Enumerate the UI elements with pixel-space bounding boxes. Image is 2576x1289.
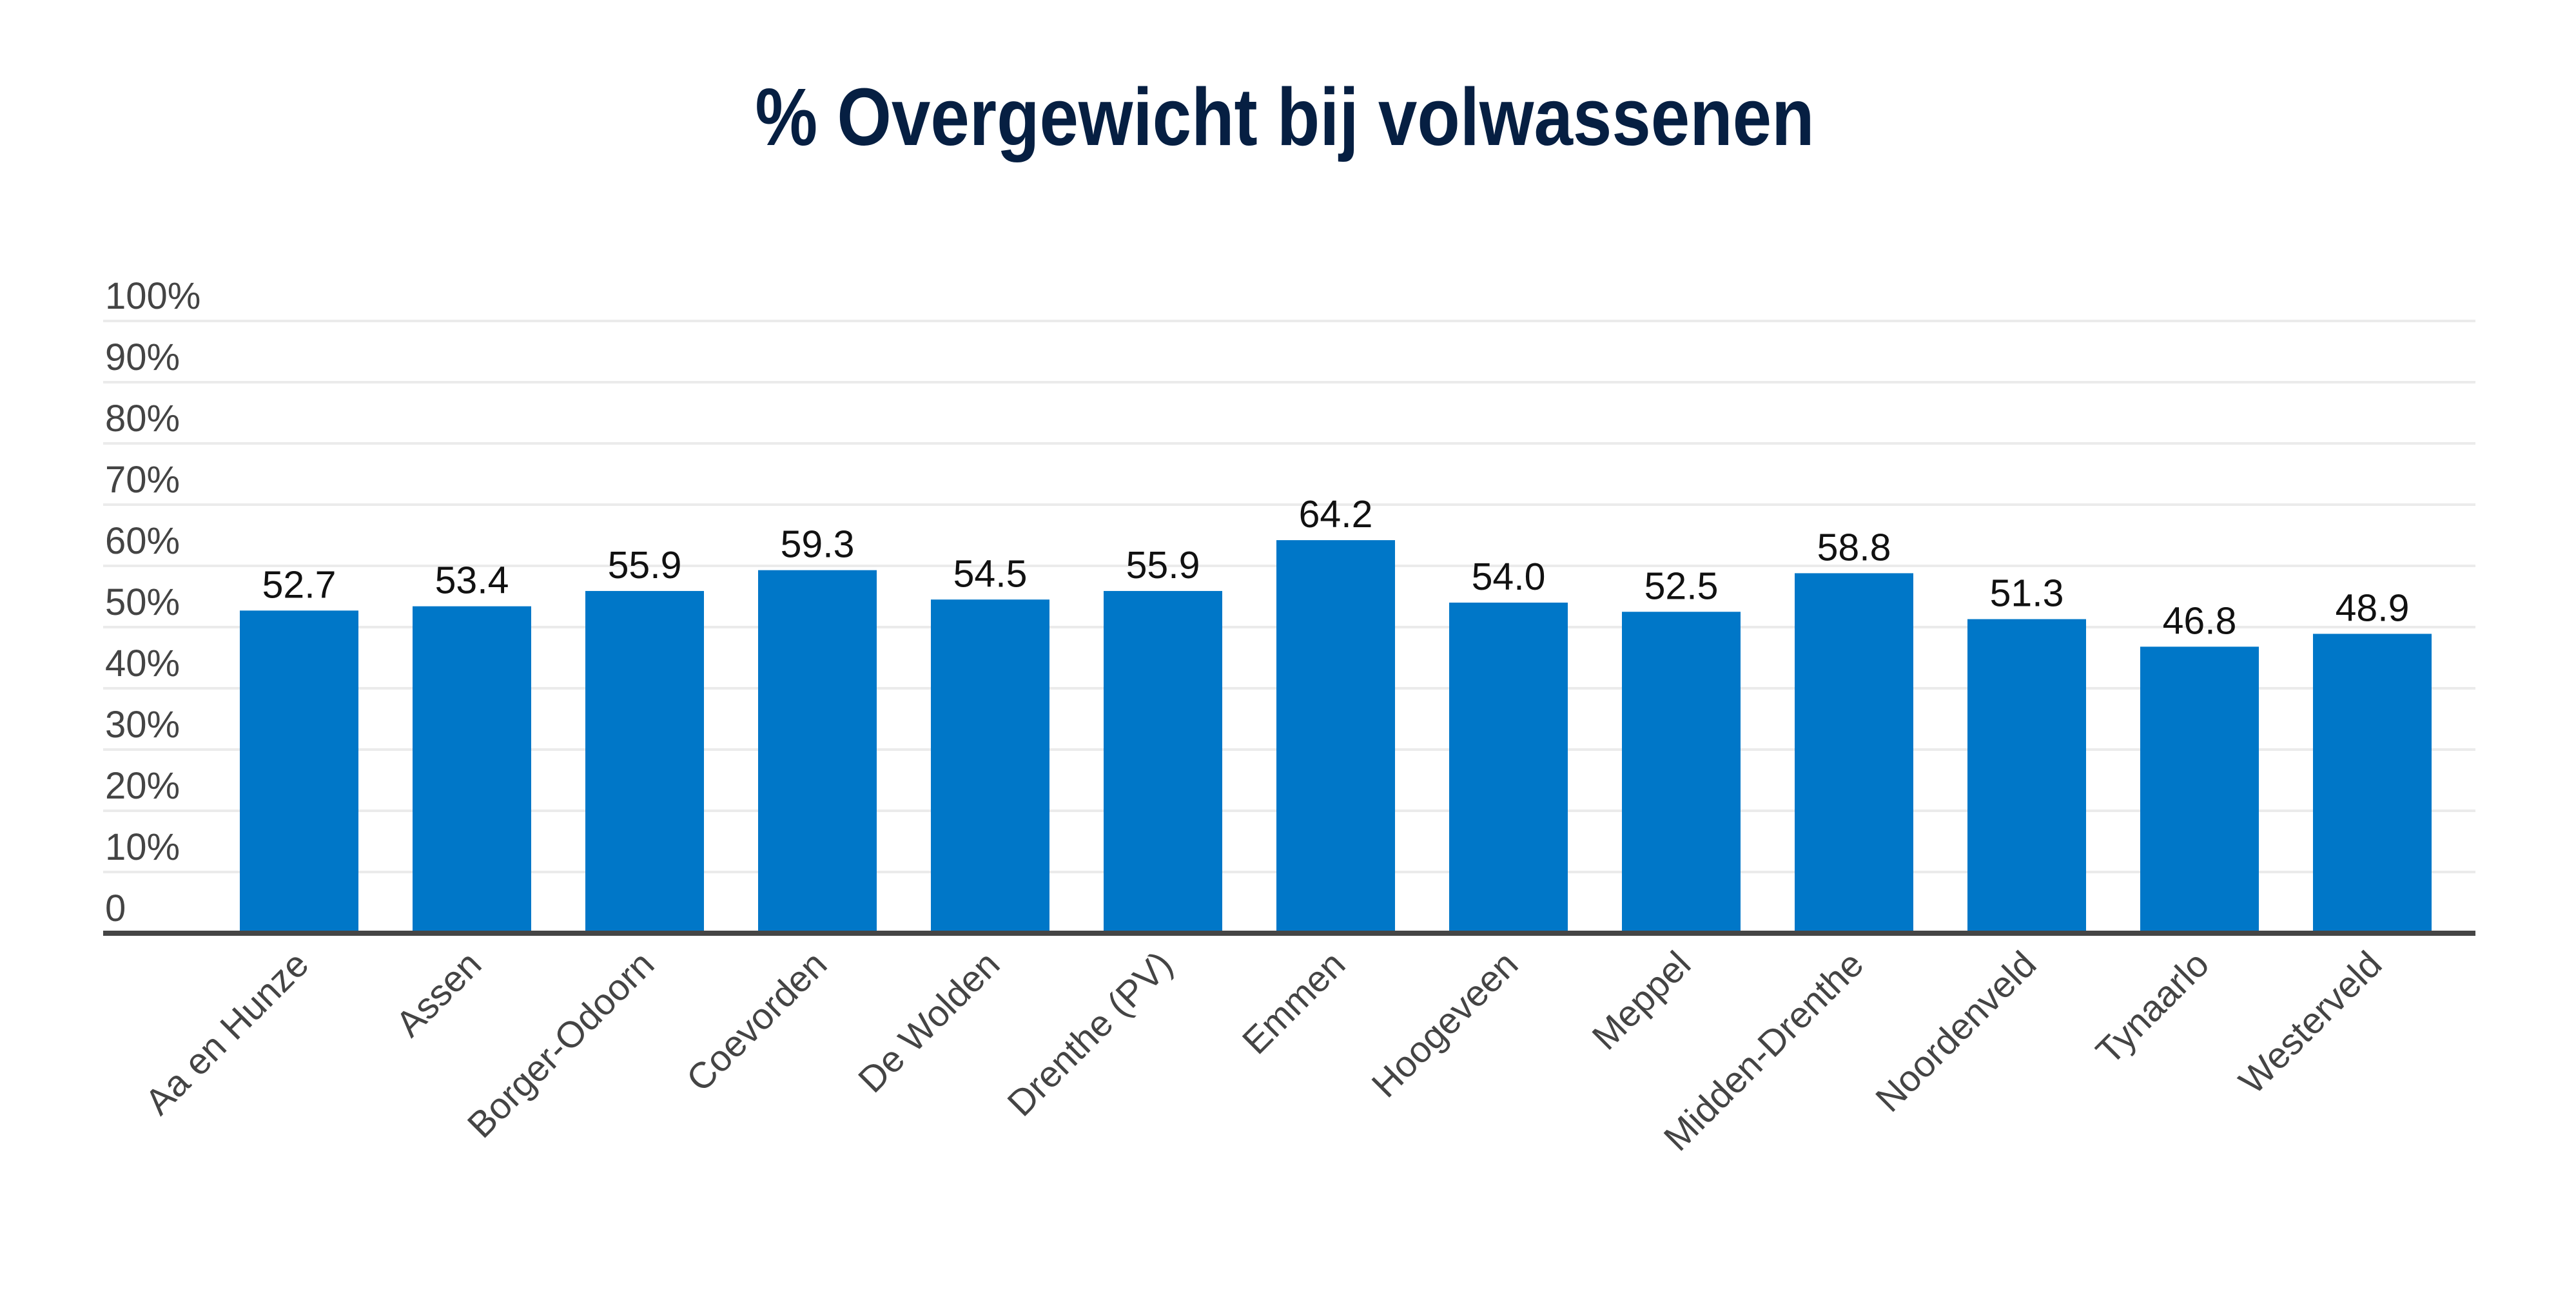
x-tick-label: Drenthe (PV) — [1000, 944, 1180, 1124]
value-label: 58.8 — [1817, 526, 1891, 568]
y-tick-label: 10% — [105, 826, 180, 868]
bar — [1276, 540, 1395, 933]
x-tick-label: Tynaarlo — [2088, 944, 2217, 1072]
value-label: 53.4 — [435, 559, 509, 602]
y-tick-label: 60% — [105, 520, 180, 562]
x-tick-label: Aa en Hunze — [137, 944, 317, 1123]
value-label: 48.9 — [2336, 586, 2410, 629]
bar — [413, 606, 531, 933]
bar — [2313, 634, 2432, 933]
value-label: 52.5 — [1644, 565, 1719, 607]
y-tick-label: 90% — [105, 336, 180, 378]
y-tick-label: 30% — [105, 704, 180, 746]
value-label: 51.3 — [1990, 572, 2064, 615]
value-labels: 52.7 53.4 55.9 59.3 54.5 55.9 64.2 54.0 52.5 58.8… — [262, 493, 2410, 642]
y-tick-label: 80% — [105, 398, 180, 440]
bar — [2140, 646, 2259, 933]
y-axis-tick-labels: 0 10% 20% 30% 40% 50% 60% 70% 80% 90% 100% — [105, 275, 200, 929]
y-tick-label: 40% — [105, 643, 180, 684]
x-tick-label: Assen — [388, 944, 489, 1045]
x-tick-label: Westerveld — [2231, 944, 2390, 1102]
value-label: 46.8 — [2163, 599, 2237, 642]
y-tick-label: 50% — [105, 581, 180, 623]
bar — [240, 610, 358, 933]
value-label: 59.3 — [781, 523, 855, 566]
y-tick-label: 0 — [105, 887, 126, 929]
bar — [1967, 619, 2086, 933]
x-tick-label: De Wolden — [850, 944, 1008, 1101]
bar — [931, 599, 1049, 933]
bar — [758, 570, 877, 933]
value-label: 52.7 — [262, 563, 337, 606]
y-tick-label: 100% — [105, 275, 200, 317]
bars — [240, 540, 2432, 933]
y-tick-label: 70% — [105, 459, 180, 501]
value-label: 55.9 — [1126, 544, 1200, 586]
x-tick-label: Borger-Odoorn — [460, 944, 662, 1146]
bar — [1449, 603, 1568, 933]
value-label: 55.9 — [608, 544, 682, 586]
value-label: 54.5 — [953, 552, 1028, 595]
chart-title: % Overgewicht bij volwassenen — [756, 72, 1815, 162]
x-tick-label: Noordenveld — [1868, 944, 2044, 1120]
bar — [1622, 612, 1741, 933]
y-tick-label: 20% — [105, 765, 180, 807]
bar — [1795, 573, 1913, 933]
x-tick-label: Coevorden — [679, 944, 835, 1100]
x-tick-label: Hoogeveen — [1364, 944, 1526, 1105]
value-label: 54.0 — [1472, 556, 1546, 598]
x-tick-label: Meppel — [1585, 944, 1699, 1058]
bar — [1104, 590, 1222, 933]
bar — [585, 590, 704, 933]
value-label: 64.2 — [1299, 493, 1373, 536]
x-tick-label: Emmen — [1234, 944, 1353, 1062]
